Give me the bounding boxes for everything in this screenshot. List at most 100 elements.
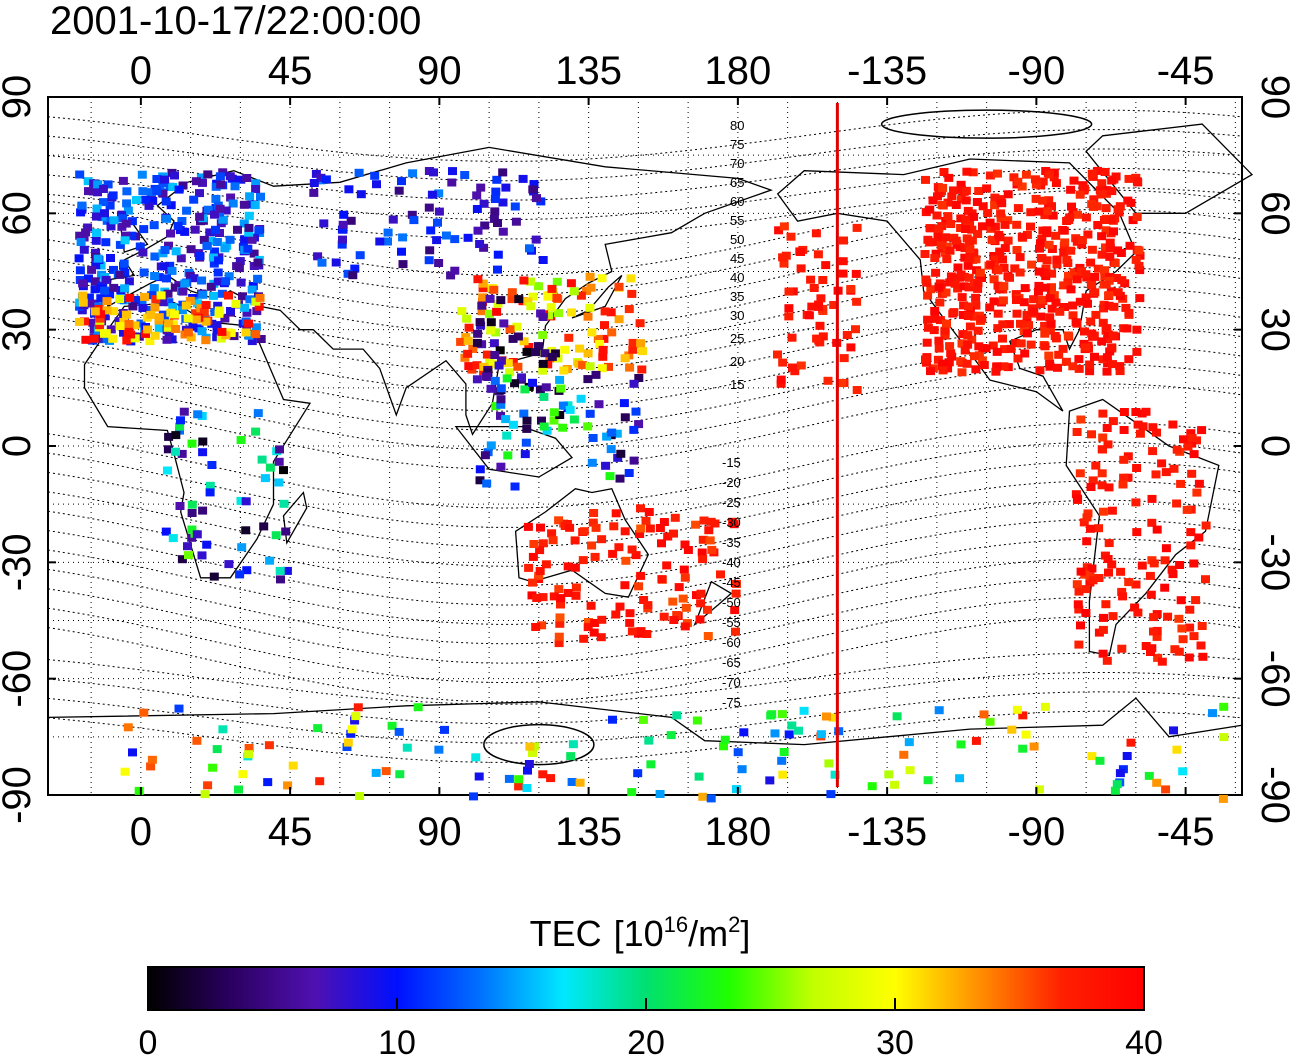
tec-cell <box>554 585 564 594</box>
tec-cell <box>940 326 950 335</box>
tec-cell <box>79 245 89 254</box>
lat-label-right: 60 <box>1253 191 1292 236</box>
tec-cell <box>84 187 93 196</box>
tec-cell <box>646 760 656 769</box>
tec-cell <box>784 304 794 313</box>
lon-label-top: -45 <box>1157 49 1215 93</box>
tec-cell <box>1175 561 1185 569</box>
tec-cell <box>973 284 983 293</box>
tec-cell <box>635 530 645 538</box>
tec-cell <box>1219 702 1229 711</box>
tec-cell <box>985 303 995 312</box>
tec-cell <box>493 250 503 259</box>
tec-cell <box>923 291 933 300</box>
tec-cell <box>570 563 580 572</box>
tec-cell <box>1015 253 1025 262</box>
tec-cell <box>1065 213 1075 222</box>
tec-cell <box>486 384 496 393</box>
tec-cell <box>990 193 1000 202</box>
tec-cell <box>1050 332 1060 340</box>
tec-cell <box>468 344 478 353</box>
tec-cell <box>946 349 956 358</box>
tec-cell <box>477 301 487 310</box>
tec-cell <box>206 237 216 245</box>
tec-cell <box>1081 293 1091 302</box>
contour-labels: 80 75 70 65 60 55 50 45 40 35 30 25 20 15 -15 -20 -25 -30… <box>722 118 744 710</box>
tec-cell <box>638 715 648 724</box>
tec-cell <box>867 782 877 791</box>
tec-cell <box>933 192 942 201</box>
tec-cell <box>309 188 319 197</box>
tec-cell <box>935 279 945 288</box>
tec-cell <box>109 216 119 225</box>
tec-cell <box>154 313 164 322</box>
tec-cell <box>167 266 177 275</box>
tec-cell <box>81 335 91 344</box>
tec-cell <box>923 776 933 785</box>
coast-new-zealand <box>693 580 733 627</box>
tec-cell <box>213 268 223 277</box>
timestamp-title: 2001-10-17/22:00:00 <box>50 0 421 43</box>
tec-cell <box>1009 173 1019 182</box>
tec-cell <box>141 195 151 204</box>
tec-cell <box>542 426 552 435</box>
tec-cell <box>1146 590 1156 599</box>
tec-cell <box>1134 261 1144 270</box>
tec-cell <box>737 765 747 774</box>
tec-cell <box>175 502 185 510</box>
tec-cell <box>963 261 973 270</box>
tec-cell <box>547 284 557 293</box>
tec-cell <box>347 725 357 734</box>
tec-cell <box>143 325 153 334</box>
tec-cell <box>922 338 932 347</box>
tec-cell <box>563 562 573 571</box>
tec-cell <box>547 529 557 538</box>
tec-cell <box>524 563 534 572</box>
tec-cell <box>956 270 966 279</box>
tec-cell <box>1016 339 1026 348</box>
tec-cell <box>1105 238 1115 247</box>
tec-cell <box>1152 428 1161 437</box>
tec-cell <box>120 767 130 776</box>
tec-cell <box>973 326 983 335</box>
tec-cell <box>313 724 323 733</box>
tec-cell <box>1029 742 1039 751</box>
tec-cell <box>486 326 496 335</box>
tec-cell <box>177 306 187 315</box>
tec-cell <box>214 306 224 315</box>
tec-cell <box>628 345 638 354</box>
tec-cell <box>905 766 915 775</box>
tec-cell <box>1066 185 1076 194</box>
tec-cell <box>137 170 147 179</box>
tec-cell <box>215 172 225 181</box>
tec-cell <box>937 201 947 209</box>
tec-cell <box>527 591 537 600</box>
contour-label: -75 <box>722 695 741 710</box>
tec-cell <box>923 315 933 324</box>
tec-observations <box>74 166 1229 803</box>
tec-cell <box>971 736 981 745</box>
tec-cell <box>1086 258 1096 267</box>
tec-cell <box>1058 344 1068 353</box>
tec-cell <box>1072 275 1082 284</box>
tec-cell <box>539 422 549 431</box>
tec-cell <box>1132 528 1142 537</box>
tec-cell <box>372 180 381 189</box>
tec-cell <box>1016 319 1025 328</box>
tec-cell <box>619 399 629 408</box>
tec-cell <box>177 217 187 225</box>
tec-cell <box>152 175 162 183</box>
tec-cell <box>698 555 708 564</box>
contour-label: 35 <box>730 289 744 304</box>
tec-cell <box>1176 596 1186 605</box>
tec-cell <box>171 325 181 333</box>
tec-cell <box>598 345 608 354</box>
tec-cell <box>162 274 171 283</box>
tec-cell <box>770 729 780 738</box>
tec-cell <box>1091 310 1101 319</box>
tec-cell <box>776 379 786 388</box>
tec-cell <box>554 516 564 525</box>
tec-cell <box>195 252 205 261</box>
tec-cell <box>1106 215 1116 224</box>
tec-cell <box>239 219 249 228</box>
